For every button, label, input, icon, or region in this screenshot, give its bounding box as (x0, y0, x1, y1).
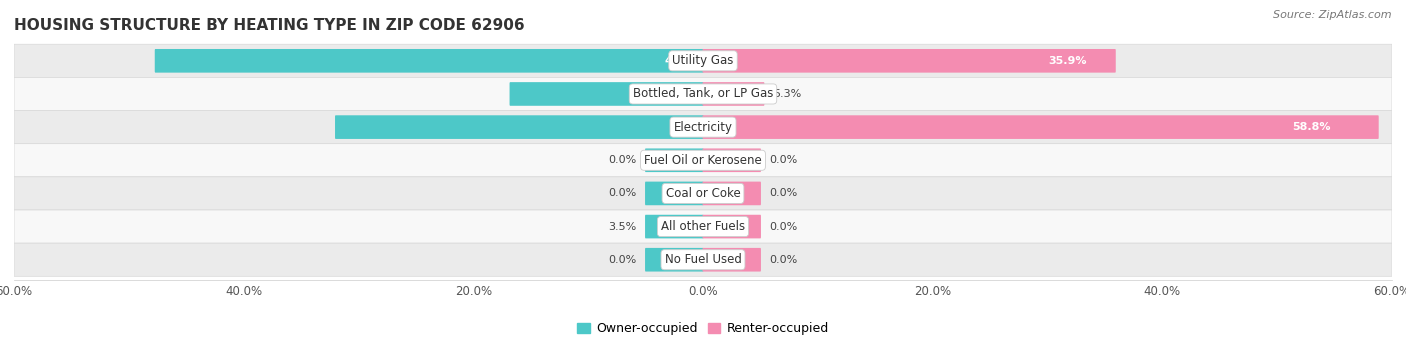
FancyBboxPatch shape (335, 115, 703, 139)
FancyBboxPatch shape (703, 148, 761, 172)
FancyBboxPatch shape (703, 215, 761, 238)
Text: 0.0%: 0.0% (769, 189, 797, 198)
FancyBboxPatch shape (645, 248, 703, 271)
FancyBboxPatch shape (703, 115, 1379, 139)
Text: 35.9%: 35.9% (1047, 56, 1087, 66)
FancyBboxPatch shape (14, 77, 1392, 110)
Text: 47.7%: 47.7% (665, 56, 703, 66)
Text: 0.0%: 0.0% (609, 155, 637, 165)
FancyBboxPatch shape (14, 144, 1392, 177)
Text: No Fuel Used: No Fuel Used (665, 253, 741, 266)
FancyBboxPatch shape (14, 44, 1392, 77)
FancyBboxPatch shape (509, 82, 703, 106)
Text: All other Fuels: All other Fuels (661, 220, 745, 233)
Text: 0.0%: 0.0% (769, 222, 797, 232)
FancyBboxPatch shape (14, 110, 1392, 144)
Text: 32.0%: 32.0% (678, 122, 716, 132)
Text: 0.0%: 0.0% (769, 255, 797, 265)
Text: Coal or Coke: Coal or Coke (665, 187, 741, 200)
Text: 16.8%: 16.8% (689, 89, 728, 99)
Text: Fuel Oil or Kerosene: Fuel Oil or Kerosene (644, 154, 762, 167)
FancyBboxPatch shape (14, 177, 1392, 210)
Text: Electricity: Electricity (673, 121, 733, 134)
FancyBboxPatch shape (645, 215, 703, 238)
Text: Utility Gas: Utility Gas (672, 54, 734, 67)
FancyBboxPatch shape (703, 49, 1116, 73)
FancyBboxPatch shape (645, 148, 703, 172)
Text: Source: ZipAtlas.com: Source: ZipAtlas.com (1274, 10, 1392, 20)
Text: Bottled, Tank, or LP Gas: Bottled, Tank, or LP Gas (633, 87, 773, 101)
Text: 0.0%: 0.0% (769, 155, 797, 165)
FancyBboxPatch shape (155, 49, 703, 73)
FancyBboxPatch shape (703, 82, 765, 106)
Text: 3.5%: 3.5% (609, 222, 637, 232)
Text: HOUSING STRUCTURE BY HEATING TYPE IN ZIP CODE 62906: HOUSING STRUCTURE BY HEATING TYPE IN ZIP… (14, 18, 524, 33)
Text: 58.8%: 58.8% (1292, 122, 1331, 132)
Text: 0.0%: 0.0% (609, 255, 637, 265)
Legend: Owner-occupied, Renter-occupied: Owner-occupied, Renter-occupied (572, 317, 834, 340)
FancyBboxPatch shape (645, 182, 703, 205)
FancyBboxPatch shape (703, 182, 761, 205)
FancyBboxPatch shape (703, 248, 761, 271)
FancyBboxPatch shape (14, 210, 1392, 243)
FancyBboxPatch shape (14, 243, 1392, 276)
Text: 5.3%: 5.3% (773, 89, 801, 99)
Text: 0.0%: 0.0% (609, 189, 637, 198)
